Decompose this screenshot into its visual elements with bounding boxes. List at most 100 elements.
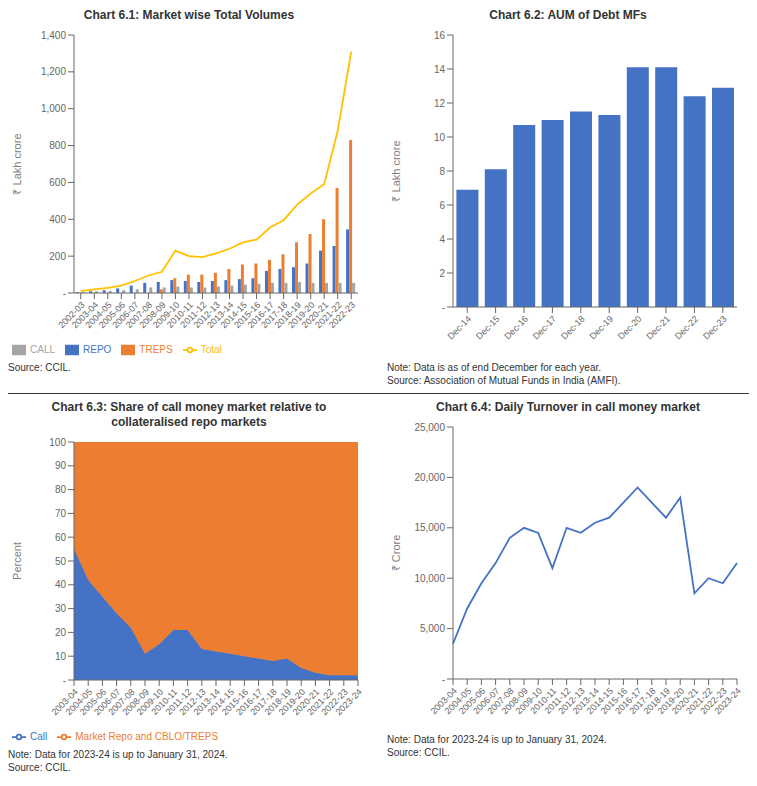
svg-text:2020-21: 2020-21	[299, 299, 331, 331]
svg-text:70: 70	[55, 508, 67, 519]
svg-text:600: 600	[49, 177, 66, 188]
svg-text:2002-03: 2002-03	[56, 299, 87, 331]
svg-text:5,000: 5,000	[420, 623, 445, 634]
svg-text:2017-18: 2017-18	[259, 299, 290, 331]
svg-text:2019-20: 2019-20	[276, 686, 308, 718]
svg-text:2023-24: 2023-24	[334, 687, 364, 717]
svg-text:Dec-21: Dec-21	[644, 314, 672, 342]
svg-text:Dec-15: Dec-15	[474, 314, 502, 342]
svg-text:Dec-20: Dec-20	[616, 314, 644, 342]
svg-text:16: 16	[434, 30, 446, 41]
svg-text:-: -	[442, 674, 445, 685]
svg-text:50: 50	[55, 556, 67, 567]
svg-text:100: 100	[49, 437, 66, 448]
svg-text:₹ Lakh crore: ₹ Lakh crore	[390, 140, 402, 201]
svg-text:Dec-17: Dec-17	[531, 314, 559, 342]
svg-text:2008-09: 2008-09	[137, 299, 168, 331]
svg-text:1,400: 1,400	[41, 30, 66, 41]
svg-text:2012-13: 2012-13	[177, 686, 208, 718]
svg-text:2020-21: 2020-21	[290, 686, 322, 718]
svg-text:10,000: 10,000	[414, 573, 445, 584]
svg-text:2009-10: 2009-10	[513, 685, 545, 717]
svg-text:1,200: 1,200	[41, 66, 66, 77]
svg-text:2015-16: 2015-16	[598, 685, 630, 717]
svg-text:2018-19: 2018-19	[272, 299, 304, 331]
svg-text:2008-09: 2008-09	[120, 686, 151, 718]
svg-text:90: 90	[55, 460, 67, 471]
svg-text:2014-15: 2014-15	[218, 299, 249, 331]
svg-text:2003-04: 2003-04	[49, 686, 80, 718]
svg-text:2015-16: 2015-16	[232, 299, 263, 331]
svg-text:200: 200	[49, 251, 66, 262]
svg-text:2023-24: 2023-24	[713, 686, 743, 716]
svg-text:Dec-22: Dec-22	[673, 314, 701, 342]
svg-text:400: 400	[49, 214, 66, 225]
svg-text:12: 12	[434, 98, 446, 109]
svg-text:2013-14: 2013-14	[191, 686, 222, 718]
svg-text:2006-07: 2006-07	[92, 686, 123, 718]
svg-text:2021-22: 2021-22	[305, 686, 336, 718]
svg-text:60: 60	[55, 532, 67, 543]
svg-text:2017-18: 2017-18	[248, 686, 279, 718]
svg-text:10: 10	[55, 651, 67, 662]
svg-text:2010-11: 2010-11	[164, 299, 195, 330]
svg-text:25,000: 25,000	[414, 422, 445, 433]
svg-text:2016-17: 2016-17	[234, 686, 265, 718]
svg-text:2005-06: 2005-06	[96, 299, 128, 331]
svg-text:2004-05: 2004-05	[442, 685, 474, 717]
svg-text:80: 80	[55, 484, 67, 495]
svg-text:20,000: 20,000	[414, 472, 445, 483]
svg-text:6: 6	[439, 200, 445, 211]
svg-text:2003-04: 2003-04	[69, 299, 101, 331]
svg-text:2006-07: 2006-07	[471, 685, 502, 717]
svg-text:2020-21: 2020-21	[669, 685, 701, 717]
svg-text:2005-06: 2005-06	[456, 685, 488, 717]
svg-text:2019-20: 2019-20	[286, 299, 317, 331]
svg-text:Dec-19: Dec-19	[588, 314, 616, 342]
svg-text:1,000: 1,000	[41, 103, 66, 114]
svg-text:2004-05: 2004-05	[83, 299, 114, 331]
svg-text:Dec-18: Dec-18	[559, 314, 587, 342]
svg-text:Percent: Percent	[11, 542, 23, 580]
svg-text:Dec-23: Dec-23	[701, 314, 729, 342]
svg-text:Dec-14: Dec-14	[446, 314, 474, 342]
svg-text:-: -	[63, 675, 66, 686]
svg-text:2007-08: 2007-08	[123, 299, 155, 331]
svg-text:2: 2	[439, 268, 445, 279]
svg-text:2005-06: 2005-06	[77, 686, 109, 718]
svg-text:15,000: 15,000	[414, 522, 445, 533]
svg-text:2018-19: 2018-19	[262, 686, 293, 718]
svg-text:2014-15: 2014-15	[584, 685, 616, 717]
svg-text:Dec-16: Dec-16	[502, 314, 530, 342]
svg-text:₹ Lakh crore: ₹ Lakh crore	[11, 133, 23, 194]
svg-text:2022-23: 2022-23	[327, 300, 357, 330]
svg-text:30: 30	[55, 603, 67, 614]
svg-text:-: -	[442, 302, 445, 313]
svg-text:2007-08: 2007-08	[106, 686, 137, 718]
svg-text:20: 20	[55, 627, 67, 638]
svg-text:14: 14	[434, 64, 446, 75]
svg-text:8: 8	[439, 166, 445, 177]
svg-text:-: -	[63, 288, 66, 299]
svg-text:10: 10	[434, 132, 446, 143]
svg-text:2014-15: 2014-15	[205, 686, 237, 718]
svg-text:2019-20: 2019-20	[655, 685, 687, 717]
svg-text:2013-14: 2013-14	[205, 299, 236, 331]
svg-text:₹ Crore: ₹ Crore	[390, 535, 402, 572]
svg-text:2010-11: 2010-11	[149, 686, 180, 717]
svg-text:2004-05: 2004-05	[63, 686, 95, 718]
svg-text:2021-22: 2021-22	[313, 299, 344, 331]
svg-text:2022-23: 2022-23	[319, 686, 350, 718]
svg-text:2009-10: 2009-10	[134, 686, 166, 718]
svg-text:2016-17: 2016-17	[245, 299, 276, 331]
svg-text:2012-13: 2012-13	[191, 299, 222, 331]
svg-text:2011-12: 2011-12	[163, 686, 194, 717]
svg-text:800: 800	[49, 140, 66, 151]
svg-text:4: 4	[439, 234, 445, 245]
svg-text:2015-16: 2015-16	[219, 686, 251, 718]
svg-text:2009-10: 2009-10	[150, 299, 182, 331]
svg-text:2006-07: 2006-07	[110, 299, 141, 331]
svg-text:2011-12: 2011-12	[178, 299, 209, 330]
svg-text:40: 40	[55, 579, 67, 590]
svg-text:2003-04: 2003-04	[428, 685, 459, 717]
